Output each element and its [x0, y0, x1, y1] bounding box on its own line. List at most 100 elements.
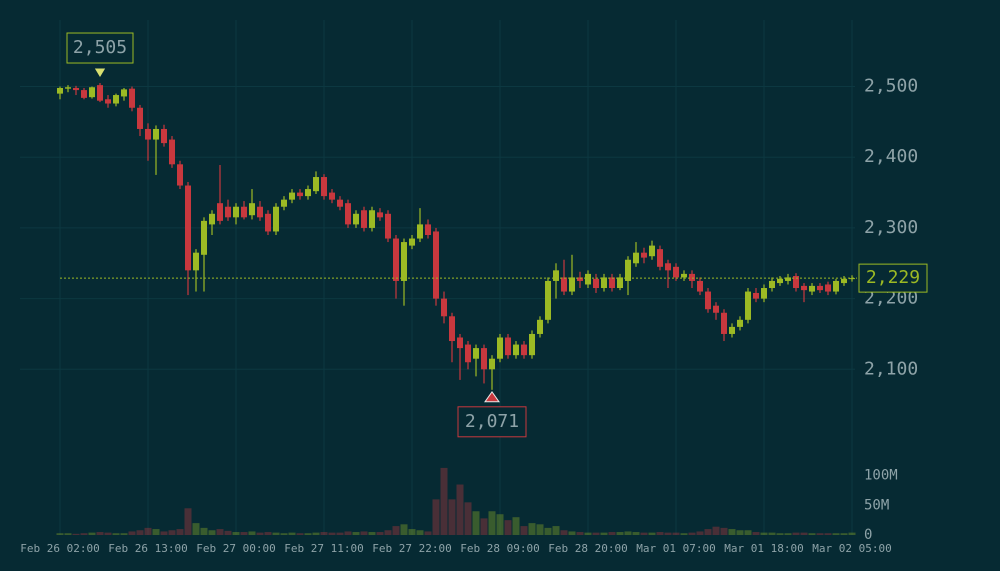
- candle-body: [185, 185, 191, 271]
- volume-bar: [664, 532, 672, 535]
- candle-body: [161, 128, 167, 144]
- volume-bar: [344, 531, 352, 535]
- volume-bar: [312, 532, 320, 535]
- volume-bar: [728, 529, 736, 535]
- candle-body: [313, 177, 319, 192]
- candle-body: [113, 95, 119, 104]
- volume-bar: [680, 533, 688, 535]
- candle-body: [689, 273, 695, 281]
- candle-body: [233, 206, 239, 218]
- volume-bar: [352, 532, 360, 535]
- candle-body: [593, 278, 599, 289]
- volume-bar: [72, 533, 80, 535]
- volume-bar: [176, 529, 184, 535]
- x-tick-label: Feb 26 02:00: [20, 542, 99, 555]
- candle-body: [817, 285, 823, 291]
- volume-bar: [368, 532, 376, 535]
- candle-body: [273, 206, 279, 232]
- candle-body: [833, 280, 839, 292]
- candle-body: [769, 280, 775, 289]
- volume-bar: [584, 532, 592, 535]
- candle-body: [673, 266, 679, 278]
- candle-body: [441, 298, 447, 317]
- volume-bar: [320, 532, 328, 535]
- candle-body: [321, 177, 327, 197]
- volume-bar: [624, 531, 632, 535]
- volume-bar: [88, 532, 96, 535]
- y2-tick-label: 0: [864, 527, 872, 543]
- volume-bar: [800, 532, 808, 535]
- candle-body: [89, 87, 95, 98]
- low-marker: [484, 390, 500, 403]
- candle-body: [177, 164, 183, 186]
- high-marker: [93, 67, 107, 79]
- candle-body: [97, 85, 103, 101]
- x-tick-label: Feb 28 20:00: [548, 542, 627, 555]
- high-label: 2,505: [73, 37, 127, 58]
- candle-body: [713, 305, 719, 313]
- volume-bar: [112, 533, 120, 535]
- low-label: 2,071: [465, 411, 519, 432]
- volume-bar: [384, 530, 392, 535]
- volume-bar: [200, 527, 208, 535]
- volume-bar: [240, 532, 248, 535]
- volume-bar: [536, 524, 544, 535]
- volume-bar: [520, 526, 528, 535]
- volume-bar: [232, 532, 240, 535]
- candle-body: [393, 238, 399, 281]
- y-tick-label: 2,200: [864, 288, 918, 309]
- candle-body: [809, 285, 815, 292]
- volume-bar: [712, 526, 720, 535]
- volume-bar: [392, 526, 400, 535]
- y-tick-label: 2,300: [864, 217, 918, 238]
- volume-bar: [216, 529, 224, 535]
- x-tick-label: Mar 01 18:00: [724, 542, 803, 555]
- candle-body: [537, 319, 543, 334]
- y-tick-label: 2,400: [864, 146, 918, 167]
- y2-tick-label: 100M: [864, 468, 898, 484]
- candle-body: [209, 213, 215, 225]
- x-tick-label: Mar 01 07:00: [636, 542, 715, 555]
- candle-body: [81, 90, 87, 98]
- volume-bar: [360, 531, 368, 535]
- volume-bar: [504, 520, 512, 535]
- candle-body: [737, 319, 743, 327]
- y2-tick-label: 50M: [864, 497, 889, 513]
- volume-bar: [304, 533, 312, 535]
- candle-body: [745, 291, 751, 320]
- candle-body: [137, 107, 143, 129]
- volume-bar: [552, 526, 560, 535]
- volume-bar: [336, 532, 344, 535]
- volume-bar: [472, 511, 480, 535]
- candle-body: [601, 277, 607, 289]
- candle-body: [385, 213, 391, 239]
- volume-bar: [80, 533, 88, 535]
- candle-body: [721, 312, 727, 334]
- candle-body: [513, 344, 519, 356]
- volume-bar: [184, 508, 192, 535]
- candle-body: [697, 280, 703, 292]
- candle-body: [633, 252, 639, 264]
- volume-bar: [696, 531, 704, 535]
- candle-body: [609, 277, 615, 289]
- volume-bar: [272, 532, 280, 535]
- volume-bar: [224, 530, 232, 535]
- volume-bar: [280, 533, 288, 535]
- candle-body: [241, 206, 247, 218]
- volume-bar: [768, 532, 776, 535]
- candle-body: [153, 128, 159, 140]
- volume-bar: [288, 532, 296, 535]
- candle-body: [105, 99, 111, 104]
- candle-body: [361, 210, 367, 228]
- candle-body: [369, 210, 375, 228]
- volume-bar: [424, 531, 432, 535]
- low-box: [457, 406, 527, 438]
- volume-bar: [840, 533, 848, 535]
- volume-bar: [168, 530, 176, 535]
- volume-bar: [120, 533, 128, 535]
- x-tick-label: Feb 27 11:00: [284, 542, 363, 555]
- candle-body: [569, 277, 575, 292]
- volume-bar: [720, 527, 728, 535]
- candle-body: [681, 273, 687, 278]
- candle-body: [561, 277, 567, 292]
